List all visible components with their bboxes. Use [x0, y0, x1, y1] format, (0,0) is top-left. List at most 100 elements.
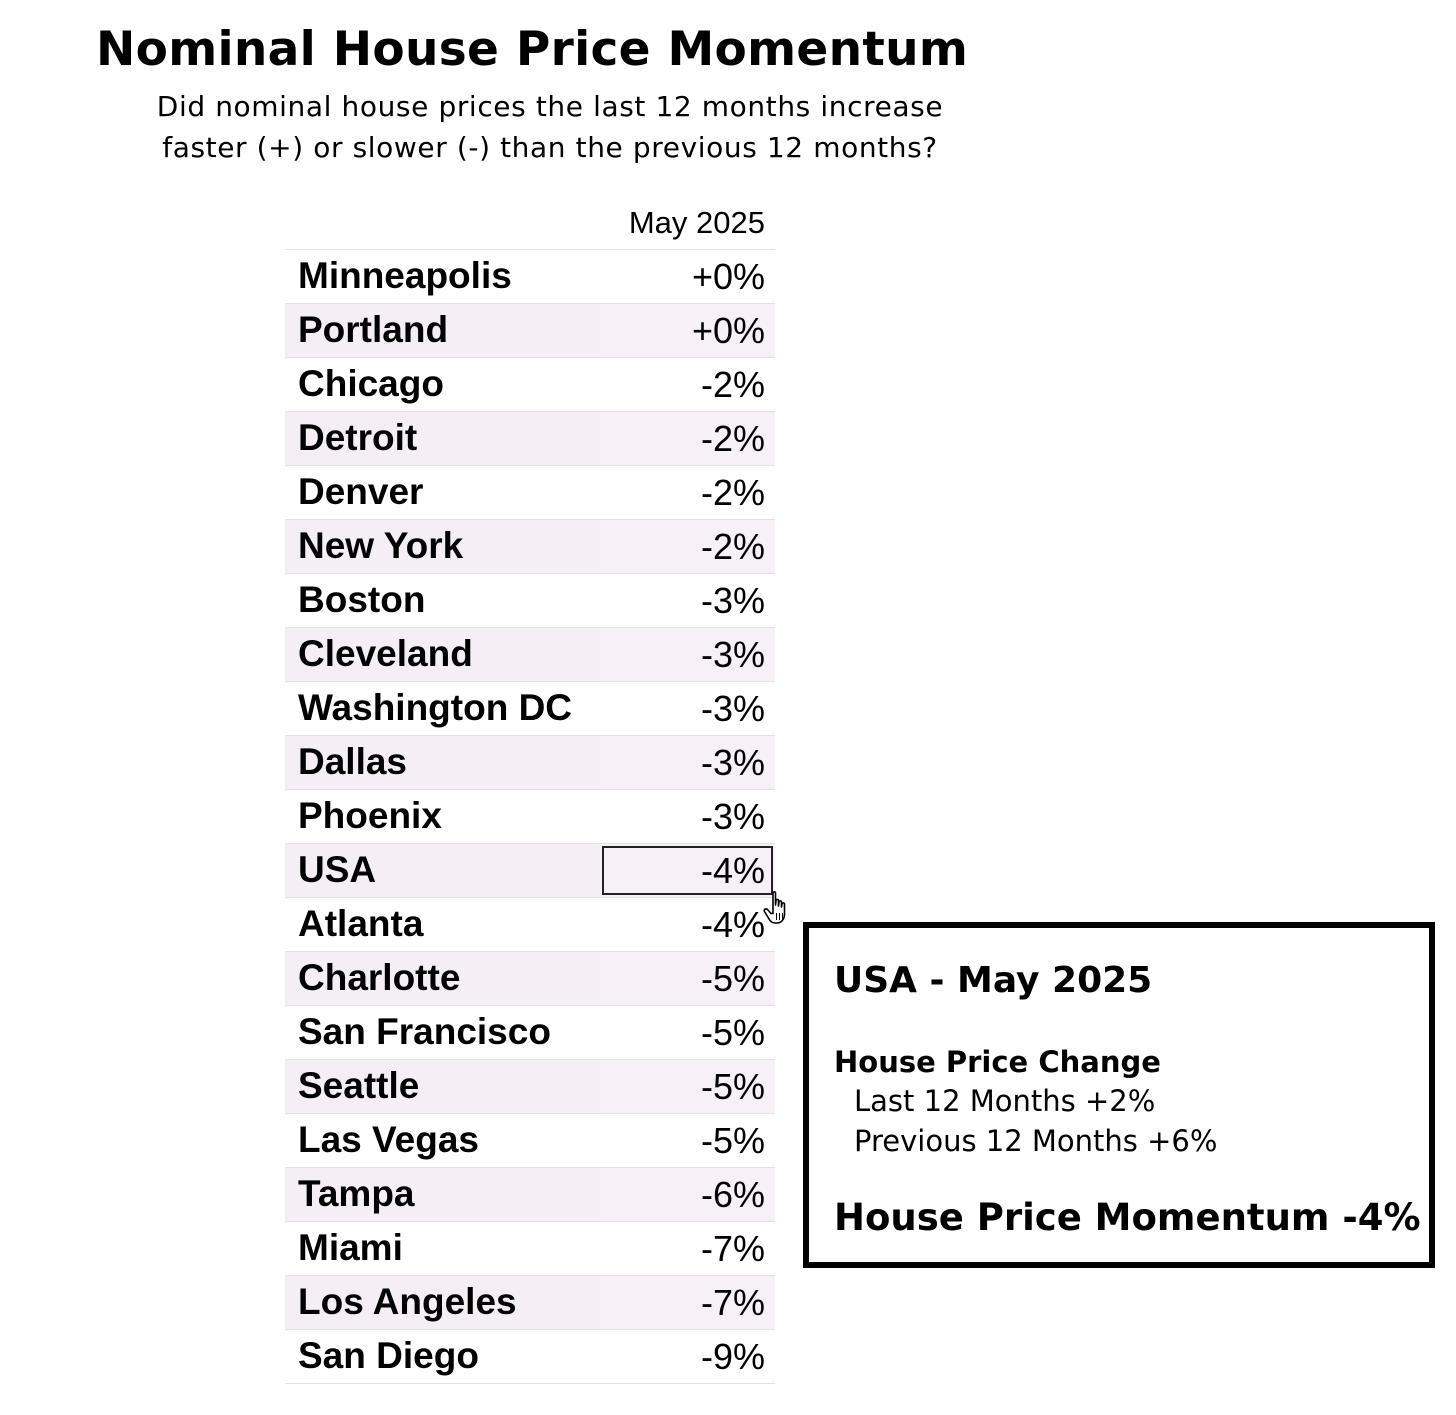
- momentum-value-cell[interactable]: -5%: [600, 1114, 775, 1167]
- metro-name: Boston: [298, 579, 426, 620]
- metro-name-cell: Washington DC: [285, 682, 600, 735]
- tooltip-heading: House Price Change: [834, 1045, 1161, 1079]
- metro-name-cell: Portland: [285, 304, 600, 357]
- metro-name: Miami: [298, 1227, 403, 1268]
- metro-name-cell: Los Angeles: [285, 1276, 600, 1329]
- chart-title: Nominal House Price Momentum: [96, 22, 969, 77]
- table-row[interactable]: Dallas -3%: [285, 736, 775, 790]
- metro-name-cell: Boston: [285, 574, 600, 627]
- table-row[interactable]: Charlotte -5%: [285, 952, 775, 1006]
- momentum-value-cell[interactable]: -4%: [600, 844, 775, 897]
- metro-name-cell: San Francisco: [285, 1006, 600, 1059]
- column-header-date: May 2025: [628, 205, 765, 240]
- tooltip-last-12-months: Last 12 Months +2%: [854, 1084, 1156, 1118]
- momentum-value: -3%: [700, 796, 765, 837]
- metro-name-cell: Chicago: [285, 358, 600, 411]
- momentum-value-cell[interactable]: -3%: [600, 682, 775, 735]
- table-row[interactable]: Denver -2%: [285, 466, 775, 520]
- table-row[interactable]: Detroit -2%: [285, 412, 775, 466]
- momentum-value-cell[interactable]: -5%: [600, 1060, 775, 1113]
- momentum-value-cell[interactable]: -5%: [600, 1006, 775, 1059]
- momentum-value: -4%: [700, 850, 765, 891]
- metro-name: San Diego: [298, 1335, 479, 1376]
- tooltip-previous-12-months: Previous 12 Months +6%: [854, 1124, 1218, 1158]
- metro-name-cell: Seattle: [285, 1060, 600, 1113]
- tooltip-momentum: House Price Momentum -4%: [834, 1196, 1421, 1239]
- table-row[interactable]: Boston -3%: [285, 574, 775, 628]
- momentum-value-cell[interactable]: -9%: [600, 1330, 775, 1383]
- momentum-value: -5%: [700, 1066, 765, 1107]
- metro-name: Tampa: [298, 1173, 415, 1214]
- momentum-value: -6%: [700, 1174, 765, 1215]
- momentum-value-cell[interactable]: -4%: [600, 898, 775, 951]
- metro-name-cell: Atlanta: [285, 898, 600, 951]
- metro-name-cell: Tampa: [285, 1168, 600, 1221]
- momentum-value: -2%: [700, 364, 765, 405]
- table-row[interactable]: Phoenix -3%: [285, 790, 775, 844]
- table-row[interactable]: Las Vegas -5%: [285, 1114, 775, 1168]
- momentum-value-cell[interactable]: +0%: [600, 250, 775, 303]
- metro-name: Portland: [298, 309, 449, 350]
- table-row[interactable]: Seattle -5%: [285, 1060, 775, 1114]
- metro-name-cell: Charlotte: [285, 952, 600, 1005]
- metro-name-cell: New York: [285, 520, 600, 573]
- metro-name: Chicago: [298, 363, 444, 404]
- metro-name: Dallas: [298, 741, 408, 782]
- momentum-value: -3%: [700, 742, 765, 783]
- momentum-value: -3%: [700, 580, 765, 621]
- table-row[interactable]: Washington DC -3%: [285, 682, 775, 736]
- momentum-value-cell[interactable]: -3%: [600, 574, 775, 627]
- momentum-value-cell[interactable]: -2%: [600, 466, 775, 519]
- table-row[interactable]: Portland +0%: [285, 304, 775, 358]
- momentum-value-cell[interactable]: -6%: [600, 1168, 775, 1221]
- metro-name: Cleveland: [298, 633, 473, 674]
- momentum-value-cell[interactable]: -2%: [600, 520, 775, 573]
- momentum-value: -5%: [700, 1012, 765, 1053]
- table-row[interactable]: Miami -7%: [285, 1222, 775, 1276]
- momentum-value: -5%: [700, 1120, 765, 1161]
- momentum-value: -5%: [700, 958, 765, 999]
- table-row[interactable]: Atlanta -4%: [285, 898, 775, 952]
- momentum-value-cell[interactable]: -5%: [600, 952, 775, 1005]
- momentum-value: +0%: [691, 310, 765, 351]
- momentum-value: -2%: [700, 472, 765, 513]
- metro-name: Phoenix: [298, 795, 442, 836]
- table-row[interactable]: Cleveland -3%: [285, 628, 775, 682]
- metro-name: Atlanta: [298, 903, 424, 944]
- tooltip-card: USA - May 2025 House Price Change Last 1…: [803, 922, 1435, 1268]
- table-row[interactable]: New York -2%: [285, 520, 775, 574]
- momentum-value-cell[interactable]: -2%: [600, 358, 775, 411]
- momentum-value: -3%: [700, 634, 765, 675]
- table-row[interactable]: Chicago -2%: [285, 358, 775, 412]
- momentum-table: May 2025 Minneapolis +0% Portland +0% Chicag…: [285, 196, 775, 1384]
- metro-name-cell: Miami: [285, 1222, 600, 1275]
- metro-name-cell: Las Vegas: [285, 1114, 600, 1167]
- metro-name: USA: [298, 849, 377, 890]
- momentum-value: -7%: [700, 1228, 765, 1269]
- subtitle-line-1: Did nominal house prices the last 12 mon…: [156, 90, 944, 123]
- table-row[interactable]: Los Angeles -7%: [285, 1276, 775, 1330]
- table-row[interactable]: Minneapolis +0%: [285, 250, 775, 304]
- momentum-value-cell[interactable]: -3%: [600, 736, 775, 789]
- table-row[interactable]: San Diego -9%: [285, 1330, 775, 1384]
- momentum-value: -2%: [700, 418, 765, 459]
- momentum-value-cell[interactable]: +0%: [600, 304, 775, 357]
- subtitle-line-2: faster (+) or slower (-) than the previo…: [162, 131, 938, 164]
- momentum-value: -2%: [700, 526, 765, 567]
- table-row[interactable]: Tampa -6%: [285, 1168, 775, 1222]
- metro-name-cell: Phoenix: [285, 790, 600, 843]
- momentum-value-cell[interactable]: -2%: [600, 412, 775, 465]
- table-row[interactable]: San Francisco -5%: [285, 1006, 775, 1060]
- momentum-value-cell[interactable]: -7%: [600, 1276, 775, 1329]
- column-header-row: May 2025: [285, 196, 775, 250]
- momentum-value-cell[interactable]: -3%: [600, 628, 775, 681]
- metro-name: New York: [298, 525, 464, 566]
- metro-name: Las Vegas: [298, 1119, 480, 1160]
- momentum-value-cell[interactable]: -3%: [600, 790, 775, 843]
- table-row[interactable]: USA -4%: [285, 844, 775, 898]
- momentum-value-cell[interactable]: -7%: [600, 1222, 775, 1275]
- metro-name-cell: Denver: [285, 466, 600, 519]
- tooltip-title: USA - May 2025: [834, 960, 1153, 1001]
- table-body: Minneapolis +0% Portland +0% Chicago -2% Detro…: [285, 250, 775, 1384]
- metro-name-cell: Detroit: [285, 412, 600, 465]
